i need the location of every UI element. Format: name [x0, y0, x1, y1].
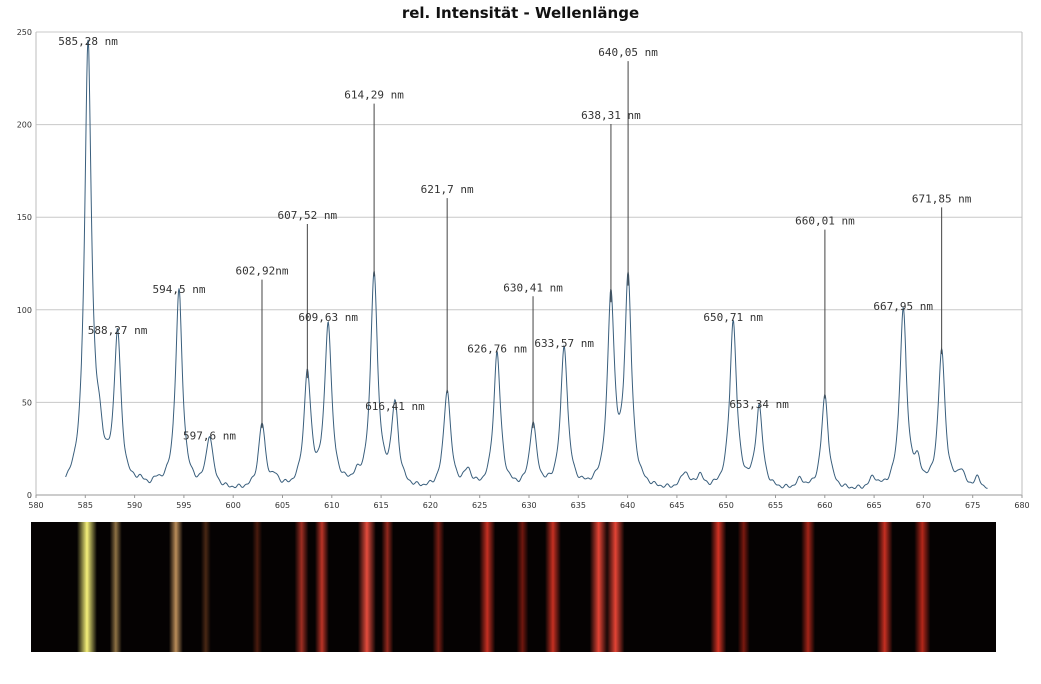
x-tick-label: 590 — [127, 501, 142, 510]
peak-label: 653,34 nm — [729, 398, 789, 411]
y-tick-labels: 0 50 100 150 200 250 — [17, 28, 32, 500]
peak-label: 585,28 nm — [58, 35, 118, 48]
peak-label: 614,29 nm — [344, 89, 404, 102]
spectrum-band — [432, 522, 445, 652]
x-tick-label: 600 — [226, 501, 241, 510]
peak-label: 616,41 nm — [365, 400, 425, 413]
peak-label: 630,41 nm — [503, 281, 563, 294]
x-tick-label: 610 — [324, 501, 339, 510]
peak-leader-lines — [261, 61, 943, 429]
spectrum-band — [381, 522, 394, 652]
spectrum-bands — [76, 522, 931, 652]
peak-label: 660,01 nm — [795, 215, 855, 228]
x-tick-label: 670 — [916, 501, 931, 510]
peak-label: 633,57 nm — [534, 337, 594, 350]
x-tick-label: 585 — [78, 501, 93, 510]
y-tick-label: 250 — [17, 28, 32, 37]
axes — [35, 32, 1023, 496]
peak-label: 588,27 nm — [88, 324, 148, 337]
spectrum-band — [200, 522, 211, 652]
chart-title: rel. Intensität - Wellenlänge — [401, 4, 640, 22]
spectrum-band — [516, 522, 529, 652]
x-tick-label: 625 — [472, 501, 487, 510]
peak-label: 667,95 nm — [873, 300, 933, 313]
spectrum-band — [606, 522, 625, 652]
y-tick-label: 100 — [17, 306, 32, 315]
peak-label: 609,63 nm — [298, 311, 358, 324]
spectrum-band — [357, 522, 376, 652]
x-tick-label: 650 — [719, 501, 734, 510]
spectrum-band — [914, 522, 931, 652]
spectrum-chart: 580 585 590 595 600 605 610 615 620 625 630 635 640 6… — [17, 28, 1030, 510]
x-tick-label: 640 — [620, 501, 635, 510]
spectrum-band — [294, 522, 309, 652]
x-tick-label: 595 — [176, 501, 191, 510]
x-tick-label: 665 — [866, 501, 881, 510]
spectrum-band — [168, 522, 183, 652]
x-tick-label: 635 — [571, 501, 586, 510]
y-tick-label: 200 — [17, 121, 32, 130]
spectrum-band — [710, 522, 727, 652]
x-tick-label: 615 — [373, 501, 388, 510]
spectrum-band — [479, 522, 496, 652]
x-tick-label: 630 — [521, 501, 536, 510]
y-tick-label: 0 — [27, 491, 32, 500]
spectrum-strip-background — [31, 522, 996, 652]
x-tick-label: 605 — [275, 501, 290, 510]
spectrum-band — [314, 522, 329, 652]
x-tick-label: 645 — [669, 501, 684, 510]
x-tick-label: 655 — [768, 501, 783, 510]
peak-label: 638,31 nm — [581, 109, 641, 122]
peak-label: 626,76 nm — [467, 342, 527, 355]
grid-lines — [36, 31, 1022, 496]
y-tick-label: 150 — [17, 213, 32, 222]
intensity-series-line — [65, 39, 988, 489]
peak-label: 650,71 nm — [703, 311, 763, 324]
spectrum-band — [252, 522, 263, 652]
x-tick-label: 660 — [817, 501, 832, 510]
x-tick-label: 675 — [965, 501, 980, 510]
peak-label: 597,6 nm — [183, 429, 236, 442]
peak-label: 594,5 nm — [152, 283, 205, 296]
spectrum-band — [801, 522, 816, 652]
spectrum-band — [737, 522, 750, 652]
spectrum-band — [544, 522, 561, 652]
x-tick-label: 680 — [1014, 501, 1029, 510]
peak-label: 602,92nm — [235, 265, 288, 278]
x-tick-label: 580 — [28, 501, 43, 510]
spectrum-band — [876, 522, 893, 652]
peak-labels: 585,28 nm 588,27 nm 594,5 nm 597,6 nm 602,92… — [58, 35, 972, 442]
x-tick-label: 620 — [423, 501, 438, 510]
spectrum-band — [76, 522, 97, 652]
spectrum-band — [589, 522, 608, 652]
peak-label: 607,52 nm — [278, 209, 338, 222]
spectrum-strip — [31, 522, 996, 652]
spectrum-band — [109, 522, 122, 652]
peak-label: 621,7 nm — [421, 183, 474, 196]
y-tick-label: 50 — [22, 398, 32, 407]
peak-label: 671,85 nm — [912, 192, 972, 205]
peak-label: 640,05 nm — [598, 46, 658, 59]
x-tick-labels: 580 585 590 595 600 605 610 615 620 625 630 635 640 6… — [28, 495, 1030, 510]
